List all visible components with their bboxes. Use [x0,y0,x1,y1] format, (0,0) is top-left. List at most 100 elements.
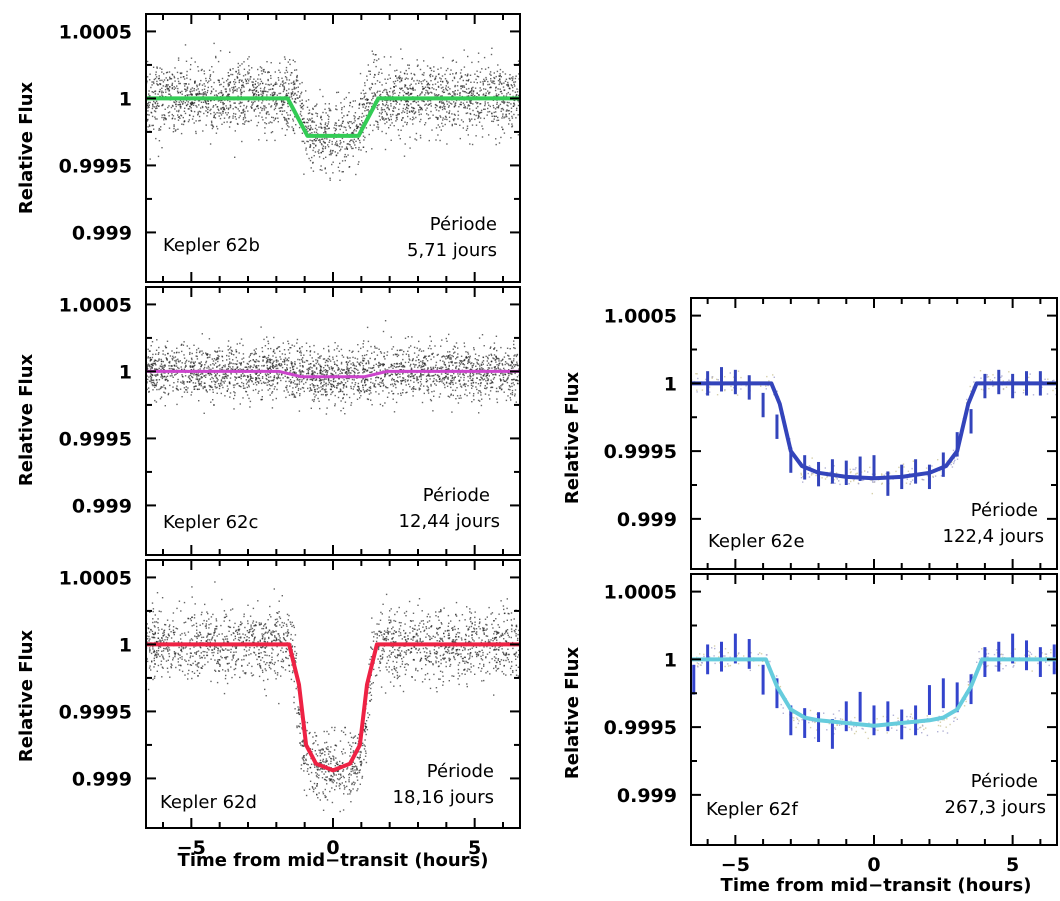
flux-point-62c [365,378,367,381]
flux-point-62c [457,375,460,377]
flux-point-62b [167,88,169,91]
flux-point-62c [177,378,179,381]
flux-point-62b [497,106,500,108]
flux-point-62c [463,379,465,381]
flux-point-62c [149,375,152,377]
flux-point-62b [507,105,509,107]
flux-point-62c [435,379,437,381]
flux-point-62b [467,92,469,94]
flux-point-62b [424,124,426,126]
flux-point-62b [311,128,314,130]
flux-point-62b [260,70,263,72]
flux-point-62b [484,68,487,70]
flux-point-62b [211,122,213,124]
flux-point-62b [284,101,286,104]
flux-point-62c [257,365,260,367]
flux-point-62c [214,383,216,386]
flux-point-62b [182,76,185,78]
flux-point-62b [286,79,288,81]
flux-point-62c [215,387,217,389]
flux-point-62b [174,118,176,120]
flux-point-62b [510,107,513,109]
flux-point-62c [349,372,351,374]
flux-point-62b [476,102,478,105]
flux-point-62c [277,367,279,370]
flux-point-62c [172,390,174,392]
flux-point-62c [378,366,380,368]
flux-point-62c [336,365,339,367]
flux-point-62b [273,108,276,111]
flux-point-62b [254,100,256,103]
flux-point-62b [312,170,315,172]
flux-point-62c [216,365,218,368]
flux-point-62c [353,363,355,365]
flux-point-62b [198,100,201,102]
flux-point-62c [460,362,463,364]
flux-point-62b [205,100,207,102]
flux-point-62b [488,92,490,94]
flux-point-62c [513,364,515,366]
flux-point-62b [483,56,486,59]
flux-point-62c [323,347,325,350]
flux-point-62b [463,66,466,68]
flux-point-62b [281,127,283,130]
flux-point-62b [485,78,488,81]
flux-point-62c [230,346,232,348]
flux-point-62b [443,103,445,105]
flux-point-62b [267,79,269,82]
flux-point-62b [299,100,301,102]
flux-point-62c [246,381,249,383]
flux-point-62b [491,47,493,49]
flux-point-62c [428,374,430,376]
flux-point-62c [216,386,218,389]
flux-point-62b [309,119,312,121]
flux-point-62c [247,379,250,382]
flux-point-62b [493,111,495,114]
flux-point-62c [319,369,321,372]
flux-point-62b [368,87,371,90]
flux-point-62b [488,83,491,86]
flux-point-62c [449,351,451,353]
flux-point-62c [376,347,378,349]
flux-point-62c [450,379,452,382]
flux-point-62b [496,119,498,122]
flux-point-62c [452,355,454,358]
flux-point-62b [174,87,177,89]
flux-point-62c [346,393,348,396]
flux-point-62b [478,121,481,123]
flux-point-62c [427,386,429,389]
flux-point-62c [209,356,211,358]
flux-point-62c [447,395,449,397]
flux-point-62b [329,108,331,111]
flux-point-62b [445,87,447,89]
flux-point-62b [471,88,473,90]
flux-point-62b [146,120,148,122]
flux-point-62b [245,79,247,82]
flux-point-62b [495,95,497,97]
flux-point-62b [515,117,517,119]
flux-point-62b [460,103,462,106]
flux-point-62c [362,343,364,345]
flux-point-62b [299,95,301,97]
flux-point-62b [188,114,191,116]
flux-point-62c [431,353,433,356]
flux-point-62b [313,121,316,123]
flux-point-62b [411,106,413,109]
flux-point-62b [415,83,417,85]
flux-point-62b [270,106,272,108]
flux-point-62b [328,107,330,110]
flux-point-62b [334,124,336,126]
flux-point-62c [319,378,322,381]
flux-point-62b [357,126,359,128]
flux-point-62c [180,366,182,368]
flux-point-62c [455,342,458,344]
flux-point-62c [424,364,427,366]
flux-point-62c [443,363,445,365]
flux-point-62b [152,124,154,127]
flux-point-62c [188,347,191,350]
flux-point-62b [405,77,408,79]
flux-point-62b [451,123,453,126]
flux-point-62c [392,398,394,400]
flux-point-62c [156,381,158,384]
flux-point-62b [226,107,228,109]
